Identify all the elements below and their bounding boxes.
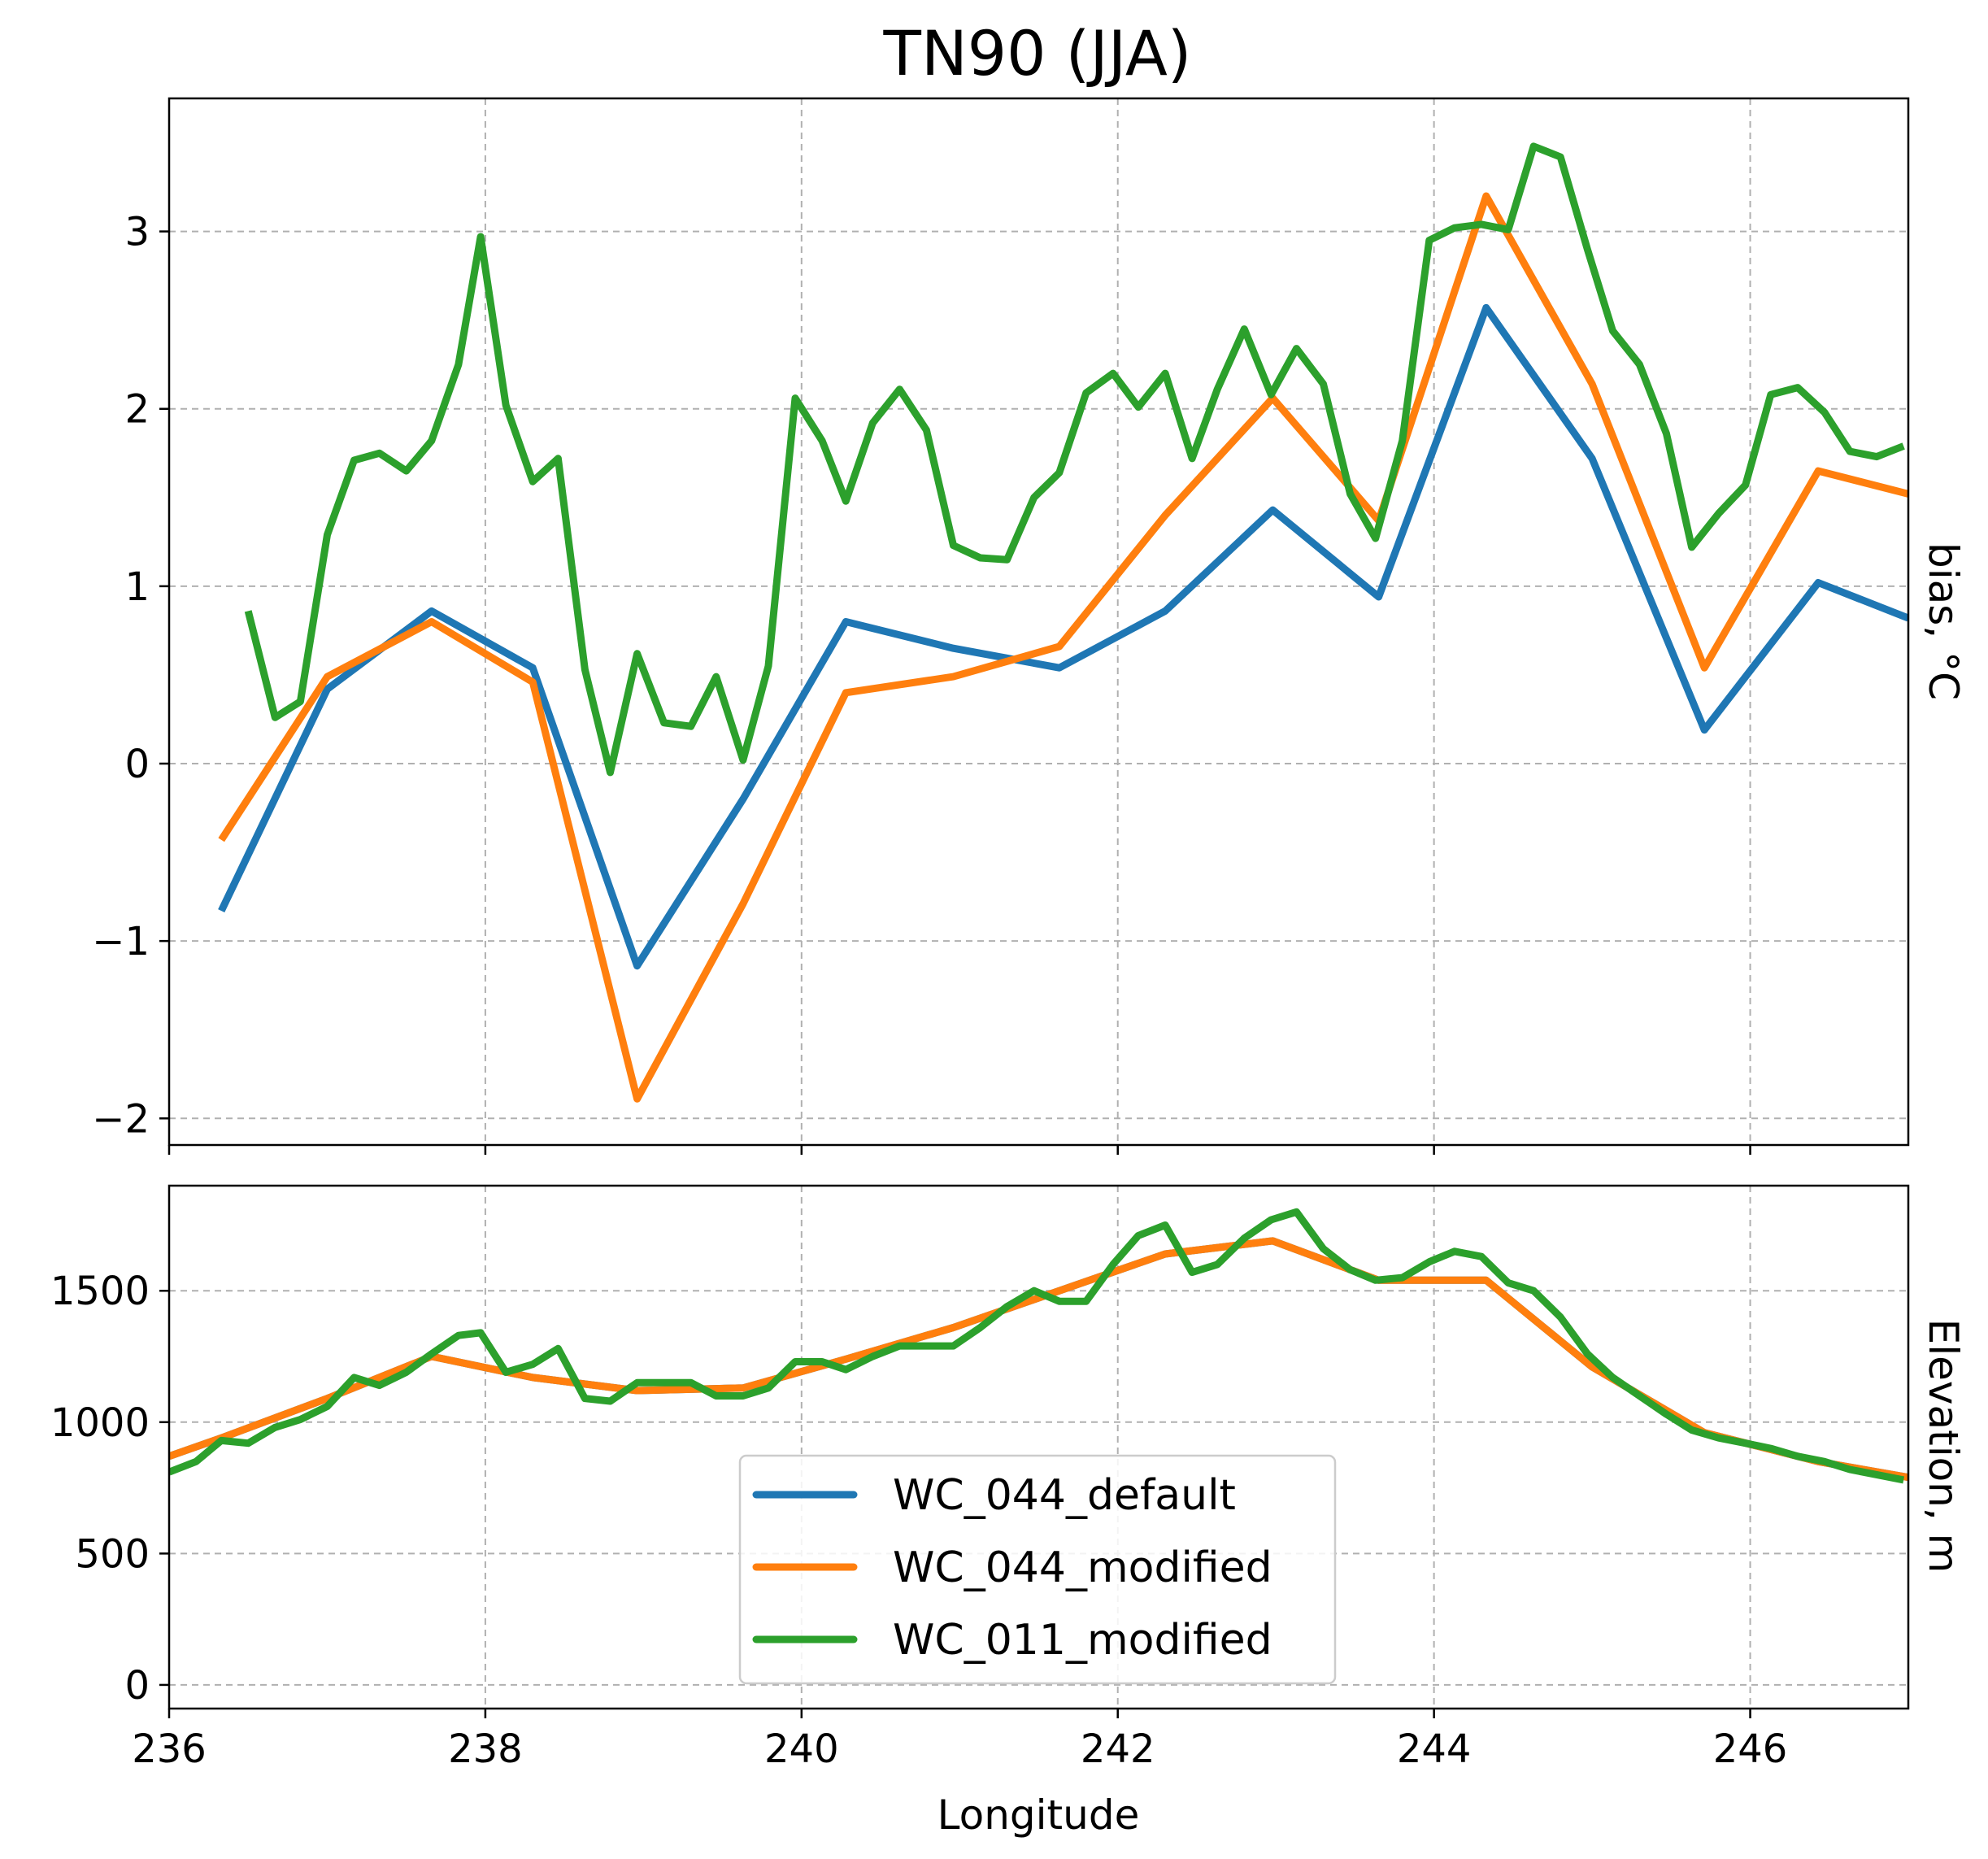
- bias-ytick-label-3: 1: [124, 564, 150, 610]
- bias-line-wc-011-modified: [244, 142, 1905, 777]
- elevation-xtick-label-240: 240: [764, 1726, 839, 1772]
- legend: WC_044_default WC_044_modified WC_011_mo…: [738, 1454, 1337, 1685]
- elevation-xlabel: Longitude: [937, 1792, 1140, 1839]
- elevation-axes-frame: [167, 1184, 1910, 1710]
- elevation-ytick-label-1: 500: [75, 1531, 150, 1577]
- legend-box: [738, 1454, 1337, 1685]
- elevation-ytick-label-3: 1500: [50, 1269, 150, 1314]
- elevation-xtick-label-236: 236: [132, 1726, 207, 1772]
- legend-label-wc044-default: WC_044_default: [893, 1471, 1236, 1520]
- elevation-xtick-label-238: 238: [448, 1726, 523, 1772]
- elevation-series: [169, 1208, 1908, 1484]
- elevation-ticks: 236 238 240 242 244 246 0 500 1000 1500: [50, 1269, 1788, 1772]
- bias-ytick-label-1: −1: [92, 919, 150, 964]
- bias-ticks: −2 −1 0 1 2 3: [92, 210, 1751, 1155]
- bias-line-wc-044-default: [218, 303, 1908, 970]
- chart-title: TN90 (JJA): [883, 17, 1192, 89]
- elevation-ytick-label-0: 0: [124, 1663, 150, 1709]
- bias-line-wc-044-modified: [218, 192, 1908, 1103]
- legend-label-wc011-modified: WC_011_modified: [893, 1616, 1272, 1665]
- elevation-xtick-label-242: 242: [1081, 1726, 1155, 1772]
- elevation-xtick-label-244: 244: [1397, 1726, 1472, 1772]
- elevation-ylabel: Elevation, m: [1920, 1319, 1967, 1574]
- legend-label-wc044-modified: WC_044_modified: [893, 1543, 1272, 1592]
- bias-ytick-label-2: 0: [124, 742, 150, 787]
- bias-series: [218, 142, 1908, 1103]
- elevation-xtick-label-246: 246: [1713, 1726, 1788, 1772]
- bias-axes-frame: [167, 97, 1910, 1147]
- bias-panel: −2 −1 0 1 2 3 bias, °C: [92, 97, 1967, 1155]
- bias-ylabel: bias, °C: [1920, 542, 1967, 700]
- elevation-line-wc-011-modified: [169, 1208, 1905, 1484]
- bias-ytick-label-4: 2: [124, 387, 150, 433]
- bias-ytick-label-0: −2: [92, 1096, 150, 1142]
- elevation-panel: 236 238 240 242 244 246 0 500 1000 1500 Elevation…: [50, 1184, 1967, 1839]
- bias-ytick-label-5: 3: [124, 210, 150, 255]
- elevation-ytick-label-2: 1000: [50, 1400, 150, 1446]
